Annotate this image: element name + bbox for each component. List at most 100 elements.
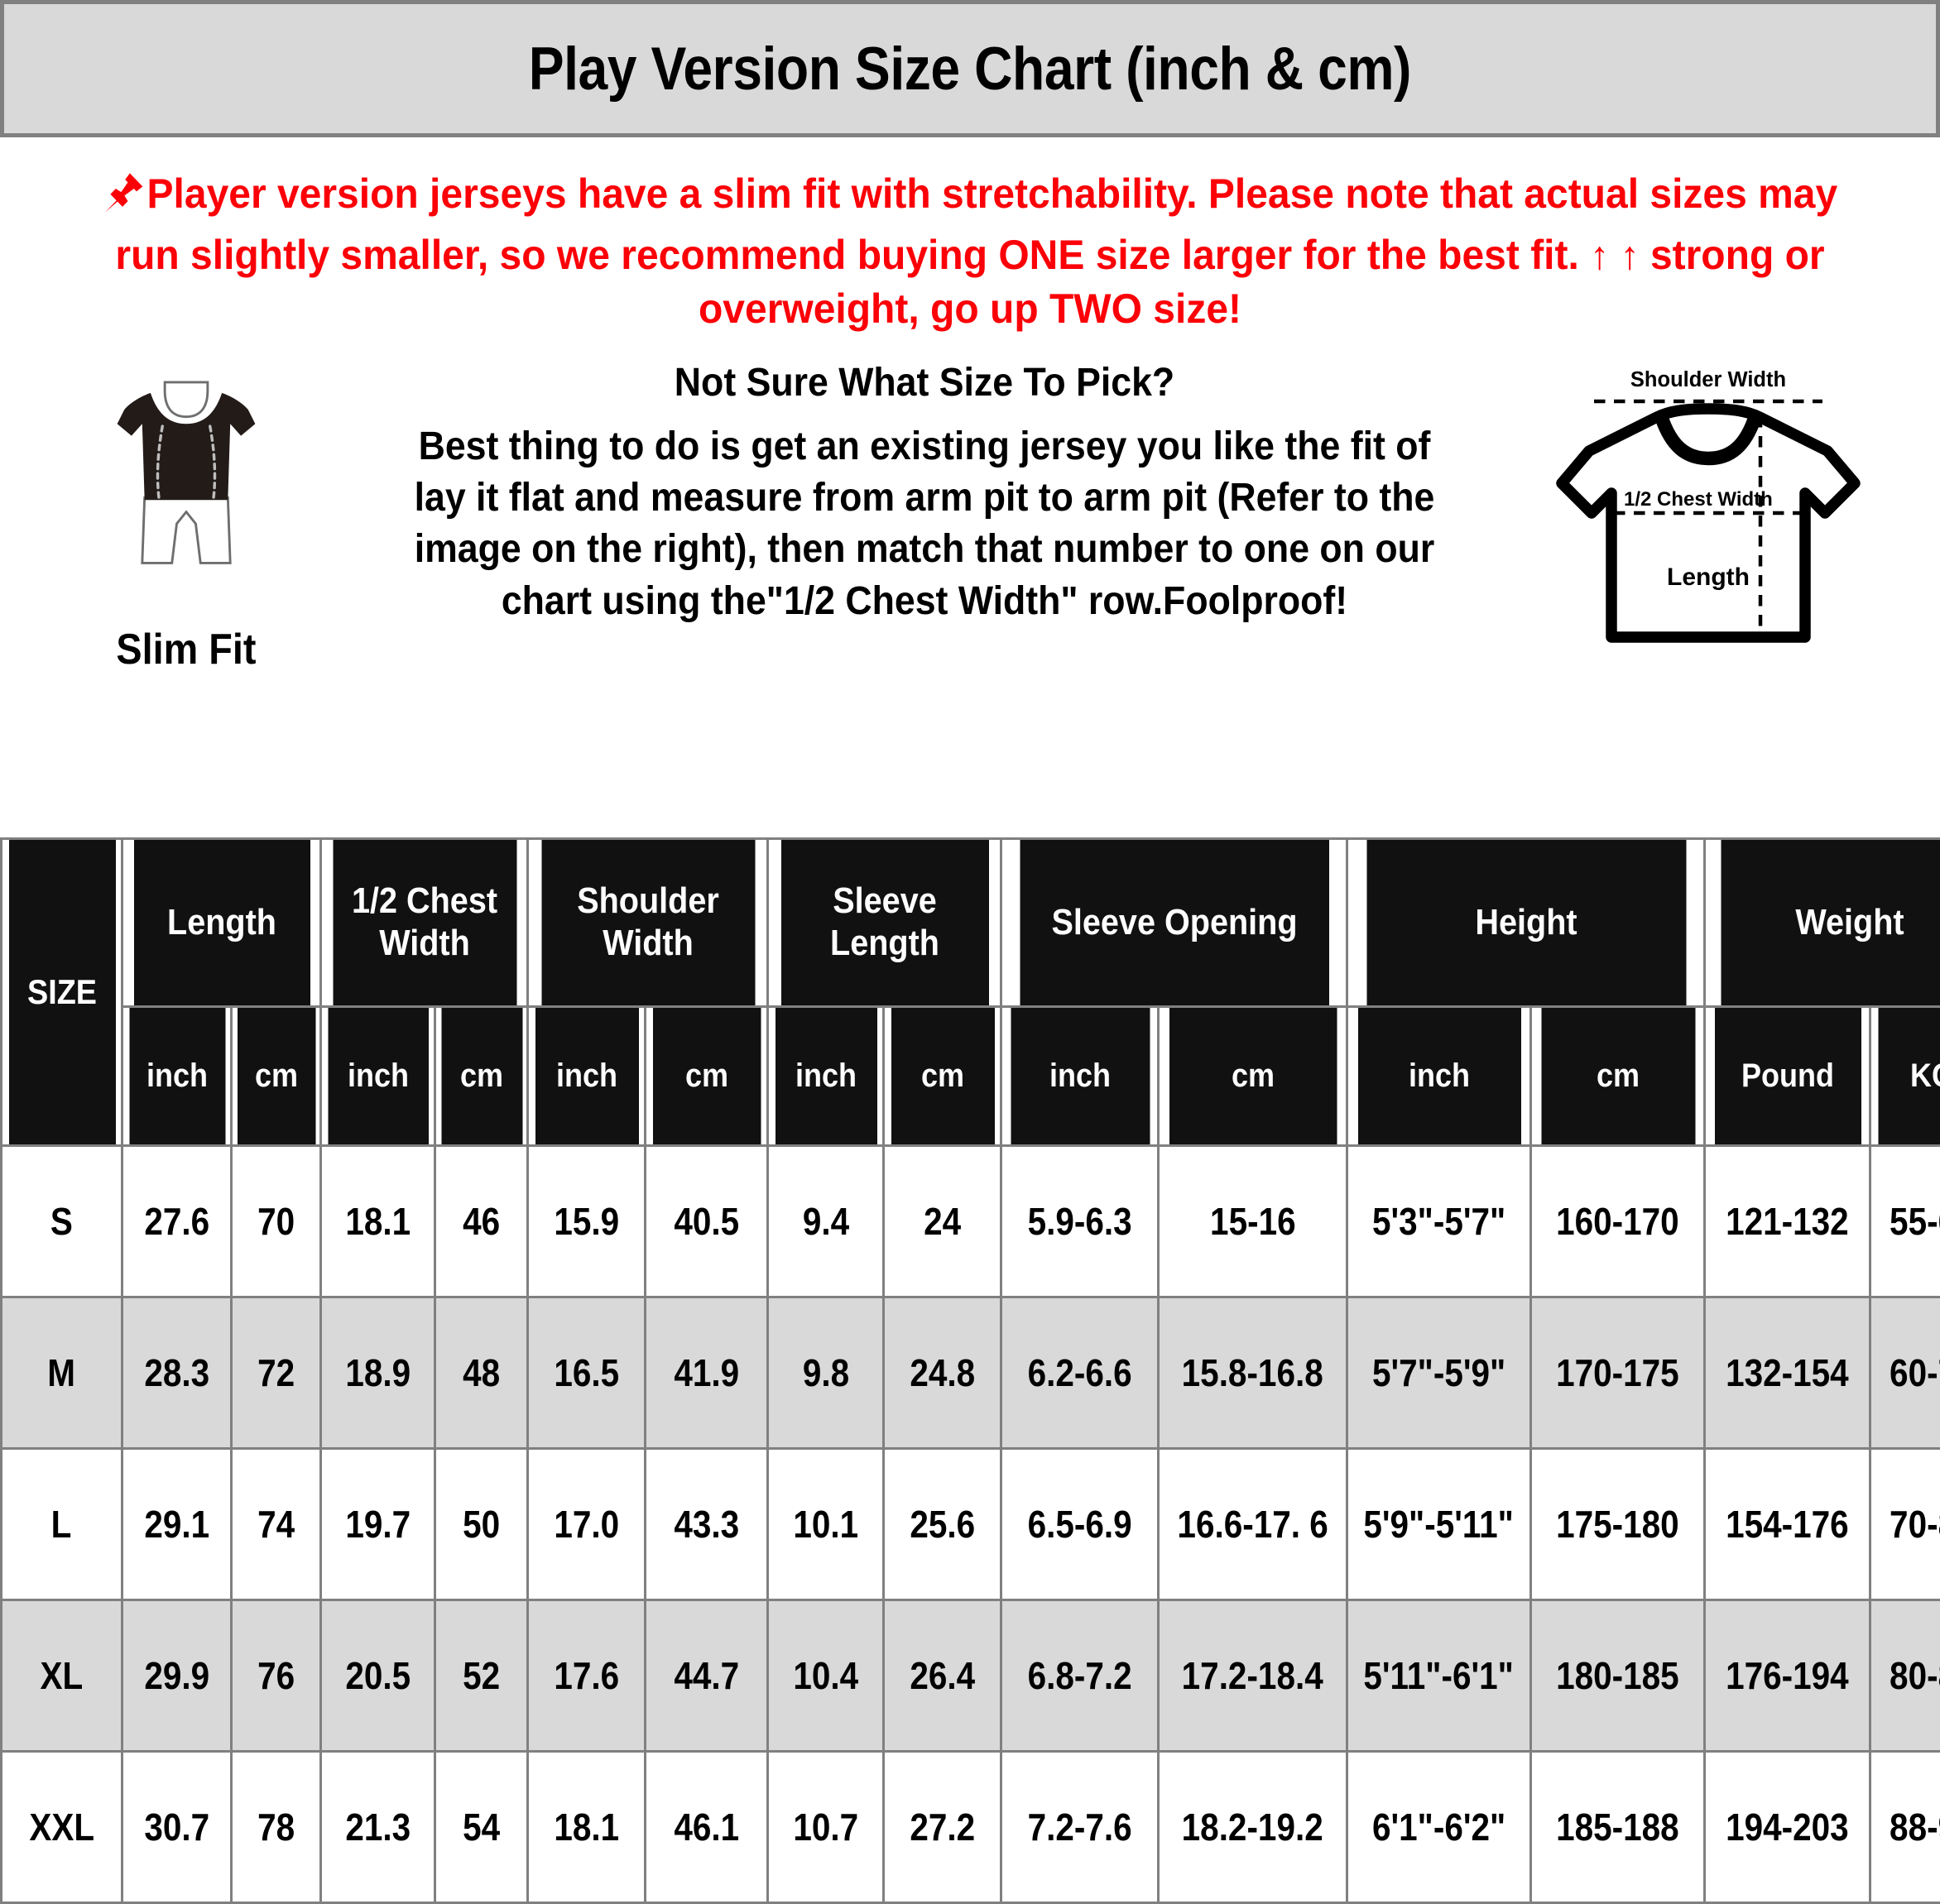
tshirt-measure-icon: Shoulder Width 1/2 Chest Width Length (1522, 359, 1894, 661)
header-unit-length-inch: inch (126, 1005, 228, 1147)
cell-value: 54 (434, 1750, 530, 1904)
cell-value: 88-92 (1869, 1750, 1940, 1904)
slim-fit-label: Slim Fit (116, 626, 257, 674)
cell-value: 176-194 (1703, 1599, 1872, 1753)
cell-value: 16.5 (526, 1296, 647, 1450)
cell-value: 15.9 (526, 1144, 647, 1298)
cell-value: 25.6 (882, 1447, 1003, 1601)
cell-value: 19.7 (319, 1447, 437, 1601)
size-table: SIZE Length 1/2 Chest Width Shoulder Wid… (0, 837, 1940, 1904)
advice-heading: Not Sure What Size To Pick? (674, 361, 1175, 405)
advice-block: Not Sure What Size To Pick? Best thing t… (339, 359, 1510, 627)
table-row: L 29.1 74 19.7 50 17.0 43.3 10.1 25.6 6.… (0, 1447, 1940, 1601)
table-row: XXL 30.7 78 21.3 54 18.1 46.1 10.7 27.2 … (0, 1750, 1940, 1904)
header-unit-shoulder-cm: cm (650, 1005, 763, 1147)
cell-value: 78 (229, 1750, 323, 1904)
cell-value: 28.3 (121, 1296, 233, 1450)
header-group-height: Height (1363, 837, 1688, 1008)
header-unit-chest-cm: cm (438, 1005, 525, 1147)
cell-value: 43.3 (644, 1447, 770, 1601)
header-group-shoulder-width: Shoulder Width (538, 837, 757, 1008)
header-unit-height-inch: inch (1355, 1005, 1523, 1147)
header-unit-sleeve-length-cm: cm (888, 1005, 996, 1147)
cell-value: 70 (229, 1144, 323, 1298)
svg-text:Shoulder Width: Shoulder Width (1630, 368, 1786, 391)
table-row: XL 29.9 76 20.5 52 17.6 44.7 10.4 26.4 6… (0, 1599, 1940, 1753)
cell-value: 170-175 (1529, 1296, 1707, 1450)
cell-value: 6.5-6.9 (1000, 1447, 1160, 1601)
table-row: S 27.6 70 18.1 46 15.9 40.5 9.4 24 5.9-6… (0, 1144, 1940, 1298)
header-unit-chest-inch: inch (325, 1005, 430, 1147)
cell-value: 44.7 (644, 1599, 770, 1753)
cell-value: 6'1"-6'2" (1346, 1750, 1533, 1904)
cell-value: 5'9"-5'11" (1346, 1447, 1533, 1601)
cell-value: 5.9-6.3 (1000, 1144, 1160, 1298)
cell-value: 16.6-17. 6 (1157, 1447, 1349, 1601)
table-row: M 28.3 72 18.9 48 16.5 41.9 9.8 24.8 6.2… (0, 1296, 1940, 1450)
header-unit-weight-kg: KG (1875, 1005, 1940, 1147)
pushpin-icon (103, 170, 146, 228)
cell-value: 121-132 (1703, 1144, 1872, 1298)
cell-value: 52 (434, 1599, 530, 1753)
chart-title-band: Play Version Size Chart (inch & cm) (0, 0, 1940, 137)
arrow-up-icon-1: ↑ (1590, 234, 1610, 278)
cell-value: 5'7"-5'9" (1346, 1296, 1533, 1450)
cell-value: 9.8 (766, 1296, 886, 1450)
row-size-label: M (0, 1296, 123, 1450)
cell-value: 48 (434, 1296, 530, 1450)
row-size-label: XXL (0, 1750, 123, 1904)
info-section: Slim Fit Not Sure What Size To Pick? Bes… (0, 341, 1940, 688)
cell-value: 40.5 (644, 1144, 770, 1298)
cell-value: 20.5 (319, 1599, 437, 1753)
cell-value: 27.6 (121, 1144, 233, 1298)
cell-value: 80-88 (1869, 1599, 1940, 1753)
cell-value: 60-70 (1869, 1296, 1940, 1450)
header-unit-sleeve-length-inch: inch (772, 1005, 879, 1147)
cell-value: 29.9 (121, 1599, 233, 1753)
slim-fit-block: Slim Fit (33, 359, 339, 674)
notice-text-part1: Player version jerseys have a slim fit w… (115, 170, 1838, 278)
header-unit-sleeve-opening-cm: cm (1166, 1005, 1339, 1147)
header-group-length: Length (131, 837, 312, 1008)
header-unit-weight-pound: Pound (1712, 1005, 1863, 1147)
cell-value: 46.1 (644, 1750, 770, 1904)
header-group-sleeve-opening: Sleeve Opening (1017, 837, 1332, 1008)
cell-value: 24.8 (882, 1296, 1003, 1450)
cell-value: 26.4 (882, 1599, 1003, 1753)
cell-value: 21.3 (319, 1750, 437, 1904)
header-group-sleeve-length: Sleeve Length (778, 837, 991, 1008)
cell-value: 18.9 (319, 1296, 437, 1450)
cell-value: 17.6 (526, 1599, 647, 1753)
table-header-groups: SIZE Length 1/2 Chest Width Shoulder Wid… (2, 837, 1940, 1147)
svg-text:Length: Length (1667, 564, 1750, 591)
cell-value: 5'3"-5'7" (1346, 1144, 1533, 1298)
cell-value: 7.2-7.6 (1000, 1750, 1160, 1904)
cell-value: 24 (882, 1144, 1003, 1298)
cell-value: 185-188 (1529, 1750, 1707, 1904)
header-unit-length-cm: cm (234, 1005, 318, 1147)
cell-value: 10.7 (766, 1750, 886, 1904)
table-header-units: inch cm inch cm inch cm inch cm inch cm … (2, 1005, 1940, 1147)
cell-value: 5'11"-6'1" (1346, 1599, 1533, 1753)
notice-text-part2: strong or overweight, go up TWO size! (698, 232, 1825, 332)
svg-text:1/2 Chest Width: 1/2 Chest Width (1624, 488, 1773, 511)
cell-value: 6.8-7.2 (1000, 1599, 1160, 1753)
cell-value: 18.1 (526, 1750, 647, 1904)
cell-value: 41.9 (644, 1296, 770, 1450)
cell-value: 18.1 (319, 1144, 437, 1298)
cell-value: 70-80 (1869, 1447, 1940, 1601)
header-unit-shoulder-inch: inch (532, 1005, 641, 1147)
cell-value: 17.2-18.4 (1157, 1599, 1349, 1753)
cell-value: 17.0 (526, 1447, 647, 1601)
cell-value: 132-154 (1703, 1296, 1872, 1450)
row-size-label: S (0, 1144, 123, 1298)
notice-text: Player version jerseys have a slim fit w… (66, 167, 1875, 336)
cell-value: 180-185 (1529, 1599, 1707, 1753)
cell-value: 30.7 (121, 1750, 233, 1904)
cell-value: 76 (229, 1599, 323, 1753)
cell-value: 29.1 (121, 1447, 233, 1601)
arrow-up-icon-2: ↑ (1620, 234, 1640, 278)
cell-value: 194-203 (1703, 1750, 1872, 1904)
header-unit-sleeve-opening-inch: inch (1007, 1005, 1152, 1147)
